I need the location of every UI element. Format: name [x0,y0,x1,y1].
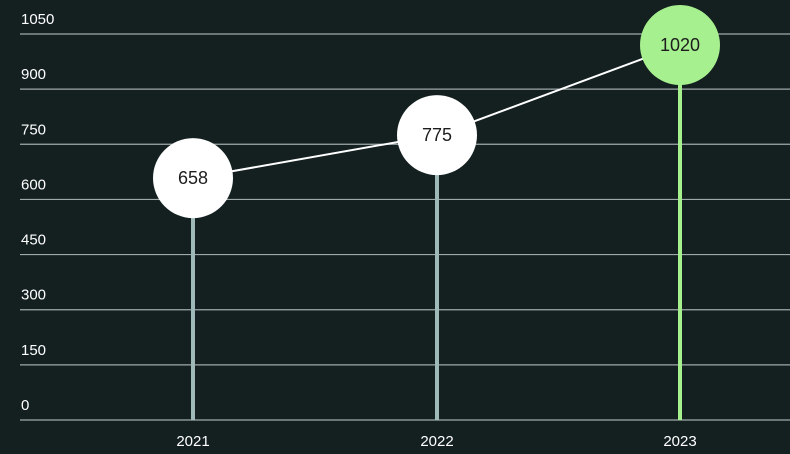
y-tick-label: 0 [21,397,29,414]
y-axis-ticks: 0 150 300 450 600 750 900 1050 [21,11,54,414]
y-tick-label: 1050 [21,11,54,28]
data-point-2023 [640,5,720,86]
x-tick-label: 2021 [176,433,209,450]
grid-lines [20,33,790,421]
data-point-2021 [153,138,233,219]
x-axis-ticks: 2021 2022 2023 [176,433,696,450]
data-label: 658 [178,168,208,188]
stems [191,45,682,420]
y-tick-label: 900 [21,66,46,83]
x-tick-label: 2023 [663,433,696,450]
data-point-2022 [397,95,477,176]
y-tick-label: 150 [21,342,46,359]
data-label: 775 [422,125,452,145]
y-tick-label: 300 [21,287,46,304]
x-tick-label: 2022 [420,433,453,450]
y-tick-label: 450 [21,232,46,249]
data-points: 658 775 1020 [153,5,720,219]
y-tick-label: 600 [21,176,46,193]
y-tick-label: 750 [21,121,46,138]
data-label: 1020 [660,35,700,55]
